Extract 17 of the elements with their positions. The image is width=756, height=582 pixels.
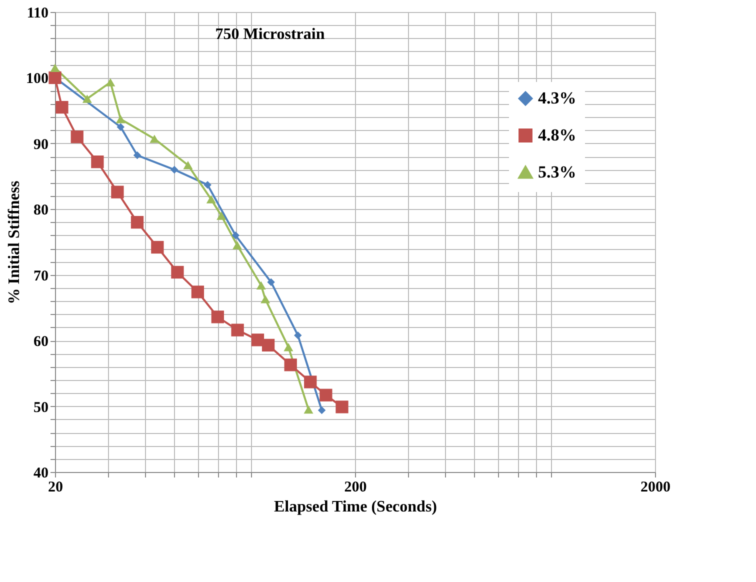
x-tick-label: 200 — [344, 480, 367, 496]
y-tick-label: 110 — [26, 6, 48, 22]
y-tick-label: 50 — [34, 400, 48, 416]
y-tick-label: 60 — [34, 334, 48, 350]
y-tick-label: 80 — [34, 202, 48, 219]
y-tick-label: 90 — [34, 136, 48, 153]
y-tick-label: 40 — [34, 466, 48, 482]
legend-label: 4.8% — [538, 126, 576, 144]
y-axis-title: % Initial Stiffness — [6, 180, 23, 304]
x-tick-label: 20 — [48, 480, 63, 496]
x-tick-label: 2000 — [640, 480, 670, 496]
legend-label: 5.3% — [538, 162, 576, 182]
x-axis-title: Elapsed Time (Seconds) — [274, 498, 437, 516]
y-tick-label: 70 — [34, 268, 48, 284]
legend-label: 4.3% — [538, 88, 576, 108]
y-tick-label: 100 — [26, 71, 48, 88]
annotation: 750 Microstrain — [215, 26, 325, 43]
